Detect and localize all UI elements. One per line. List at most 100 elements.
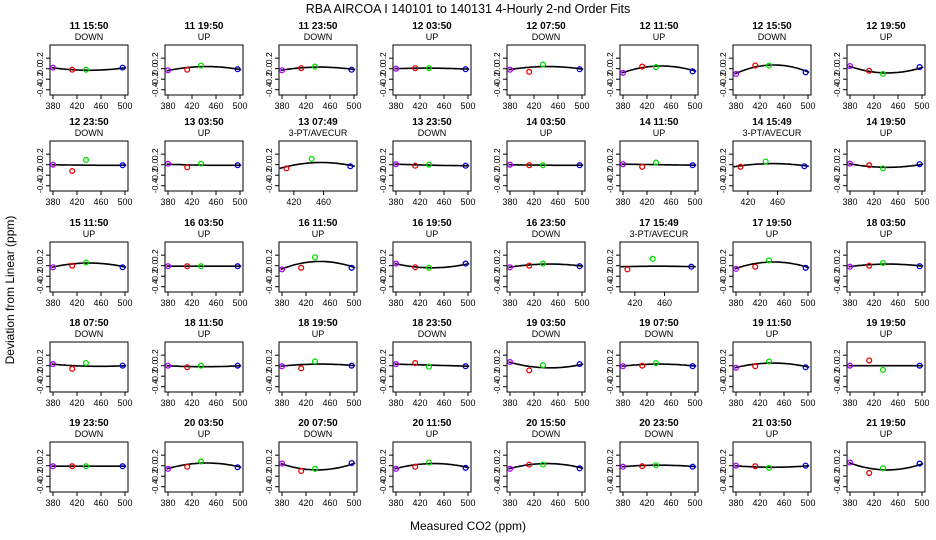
- data-point: [879, 465, 887, 472]
- fit-curve: [734, 464, 810, 469]
- data-point: [652, 64, 660, 71]
- data-point: [164, 263, 172, 270]
- x-tick-label: 380: [502, 498, 517, 508]
- panel-title: 16 23:50: [526, 218, 566, 229]
- x-tick-label: 500: [800, 498, 815, 508]
- panel-title: 12 15:50: [752, 21, 792, 32]
- x-tick-label: 500: [574, 298, 589, 308]
- x-tick-label: 500: [460, 197, 475, 207]
- y-tick-label: 0.2: [492, 148, 502, 160]
- y-tick-label: -0.4: [492, 479, 502, 494]
- data-point: [412, 162, 419, 169]
- x-tick-label: 460: [208, 298, 223, 308]
- panel-mode-label: UP: [880, 229, 893, 239]
- data-point: [846, 362, 854, 369]
- x-tick-label: 420: [412, 398, 427, 408]
- panel-title: 14 03:50: [526, 117, 566, 128]
- x-tick-label: 500: [800, 398, 815, 408]
- y-tick-label: -0.4: [605, 82, 615, 97]
- data-point: [526, 68, 533, 75]
- y-tick-label: -0.4: [718, 479, 728, 494]
- data-point: [298, 467, 305, 474]
- x-tick-label: 420: [69, 197, 84, 207]
- data-point: [737, 163, 744, 170]
- panel-frame: [619, 241, 699, 293]
- x-tick-label: 380: [45, 398, 60, 408]
- y-tick-label: 0.2: [718, 249, 728, 261]
- x-tick-label: 500: [574, 197, 589, 207]
- panel-frame: [846, 341, 926, 393]
- y-tick-label: -0.2: [605, 168, 615, 183]
- y-tick-label: -0.4: [150, 379, 160, 394]
- x-tick-label: 460: [550, 498, 565, 508]
- y-tick-label: 0.0: [832, 159, 842, 171]
- panel-mode-label: DOWN: [75, 32, 104, 42]
- data-point: [846, 263, 854, 270]
- y-tick-label: 0.2: [718, 52, 728, 64]
- data-point: [119, 162, 126, 169]
- data-point: [916, 460, 923, 467]
- x-tick-label: 460: [436, 398, 451, 408]
- x-tick-label: 420: [866, 298, 881, 308]
- data-point: [689, 463, 696, 470]
- data-point: [278, 67, 286, 74]
- fit-curve: [51, 66, 127, 72]
- x-tick-label: 420: [752, 398, 767, 408]
- panel-mode-label: UP: [83, 229, 96, 239]
- panel-frame: [278, 140, 358, 192]
- y-tick-label: 0.0: [718, 360, 728, 372]
- y-tick-label: 0.0: [35, 360, 45, 372]
- x-tick-label: 460: [322, 498, 337, 508]
- data-point: [82, 360, 90, 367]
- x-tick-label: 500: [117, 197, 132, 207]
- y-tick-label: 0.2: [264, 349, 274, 361]
- data-point: [425, 459, 433, 466]
- x-tick-label: 380: [615, 498, 630, 508]
- data-point: [49, 463, 57, 470]
- panel-title: 20 07:50: [298, 418, 338, 429]
- y-tick-label: -0.4: [832, 379, 842, 394]
- y-tick-label: -0.2: [605, 469, 615, 484]
- panel-mode-label: UP: [766, 429, 779, 439]
- x-tick-label: 380: [728, 298, 743, 308]
- panel-mode-label: UP: [198, 229, 211, 239]
- chart-title: RBA AIRCOA I 140101 to 140131 4-Hourly 2…: [306, 2, 630, 16]
- y-tick-label: 0.2: [378, 148, 388, 160]
- data-point: [184, 164, 191, 171]
- y-tick-label: -0.4: [150, 479, 160, 494]
- data-point: [506, 161, 514, 168]
- panel-mode-label: DOWN: [532, 329, 561, 339]
- data-point: [82, 463, 90, 470]
- y-tick-label: -0.4: [264, 82, 274, 97]
- data-point: [802, 264, 809, 271]
- data-point: [82, 259, 90, 266]
- panel-frame: [49, 341, 129, 393]
- y-tick-label: -0.2: [492, 269, 502, 284]
- x-tick-label: 420: [866, 498, 881, 508]
- x-tick-label: 420: [639, 101, 654, 111]
- data-point: [752, 263, 759, 270]
- panel-title: 11 23:50: [299, 21, 338, 32]
- y-tick-label: 0.0: [492, 460, 502, 472]
- panel-mode-label: UP: [198, 128, 211, 138]
- data-point: [916, 362, 923, 369]
- data-point: [392, 465, 400, 472]
- x-tick-label: 420: [526, 498, 541, 508]
- y-tick-label: -0.4: [718, 379, 728, 394]
- fit-curve: [394, 262, 470, 269]
- x-axis-label: Measured CO2 (ppm): [410, 519, 526, 533]
- y-tick-label: -0.4: [605, 379, 615, 394]
- panel-mode-label: UP: [540, 128, 553, 138]
- x-tick-label: 460: [208, 398, 223, 408]
- panel-title: 20 11:50: [413, 418, 452, 429]
- y-tick-label: 0.0: [605, 63, 615, 75]
- x-tick-label: 500: [117, 498, 132, 508]
